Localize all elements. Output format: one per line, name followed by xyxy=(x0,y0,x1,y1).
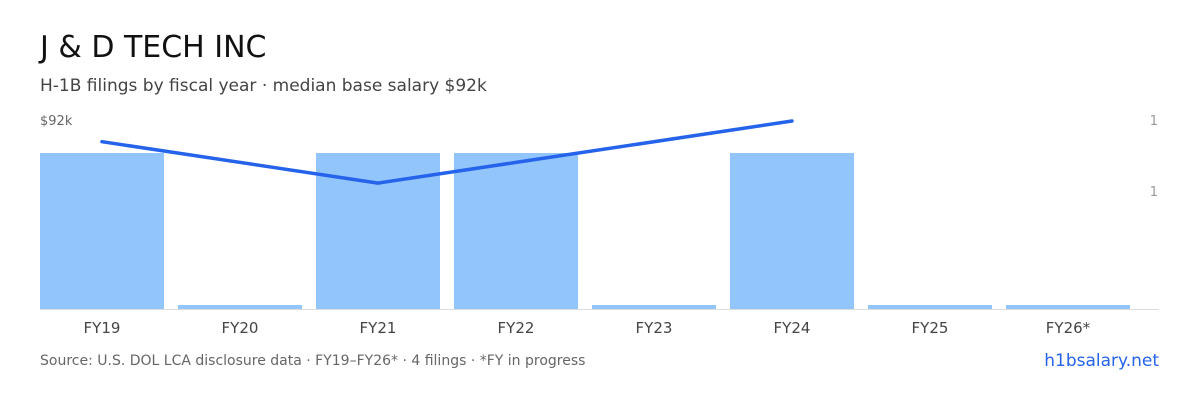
chart-subtitle: H-1B filings by fiscal year · median bas… xyxy=(40,76,487,96)
bar-fy26-partial xyxy=(1006,305,1130,309)
x-tick-label: FY23 xyxy=(636,319,673,337)
chart-title: J & D TECH INC xyxy=(40,30,267,65)
x-tick-label: FY21 xyxy=(360,319,397,337)
y-left-tick-label: $92k xyxy=(40,114,73,129)
bar-fy22 xyxy=(454,153,578,309)
bar-fy19 xyxy=(40,153,164,309)
median-salary-line xyxy=(100,119,794,185)
bar-fy25 xyxy=(868,305,992,309)
bar-fy21 xyxy=(316,153,440,309)
y-right-tick-label: 1 xyxy=(1150,114,1158,129)
y-right-tick-label: 1 xyxy=(1150,185,1158,200)
bar-fy23 xyxy=(592,305,716,309)
bar-fy24 xyxy=(730,153,854,309)
x-tick-label: FY26* xyxy=(1046,319,1091,337)
bar-fy20 xyxy=(178,305,302,309)
footer-source: Source: U.S. DOL LCA disclosure data · F… xyxy=(40,353,586,369)
x-tick-label: FY19 xyxy=(84,319,121,337)
footer-brand-link[interactable]: h1bsalary.net xyxy=(1044,351,1159,371)
x-tick-label: FY24 xyxy=(774,319,811,337)
x-tick-label: FY20 xyxy=(222,319,259,337)
x-tick-label: FY22 xyxy=(498,319,535,337)
x-tick-label: FY25 xyxy=(912,319,949,337)
